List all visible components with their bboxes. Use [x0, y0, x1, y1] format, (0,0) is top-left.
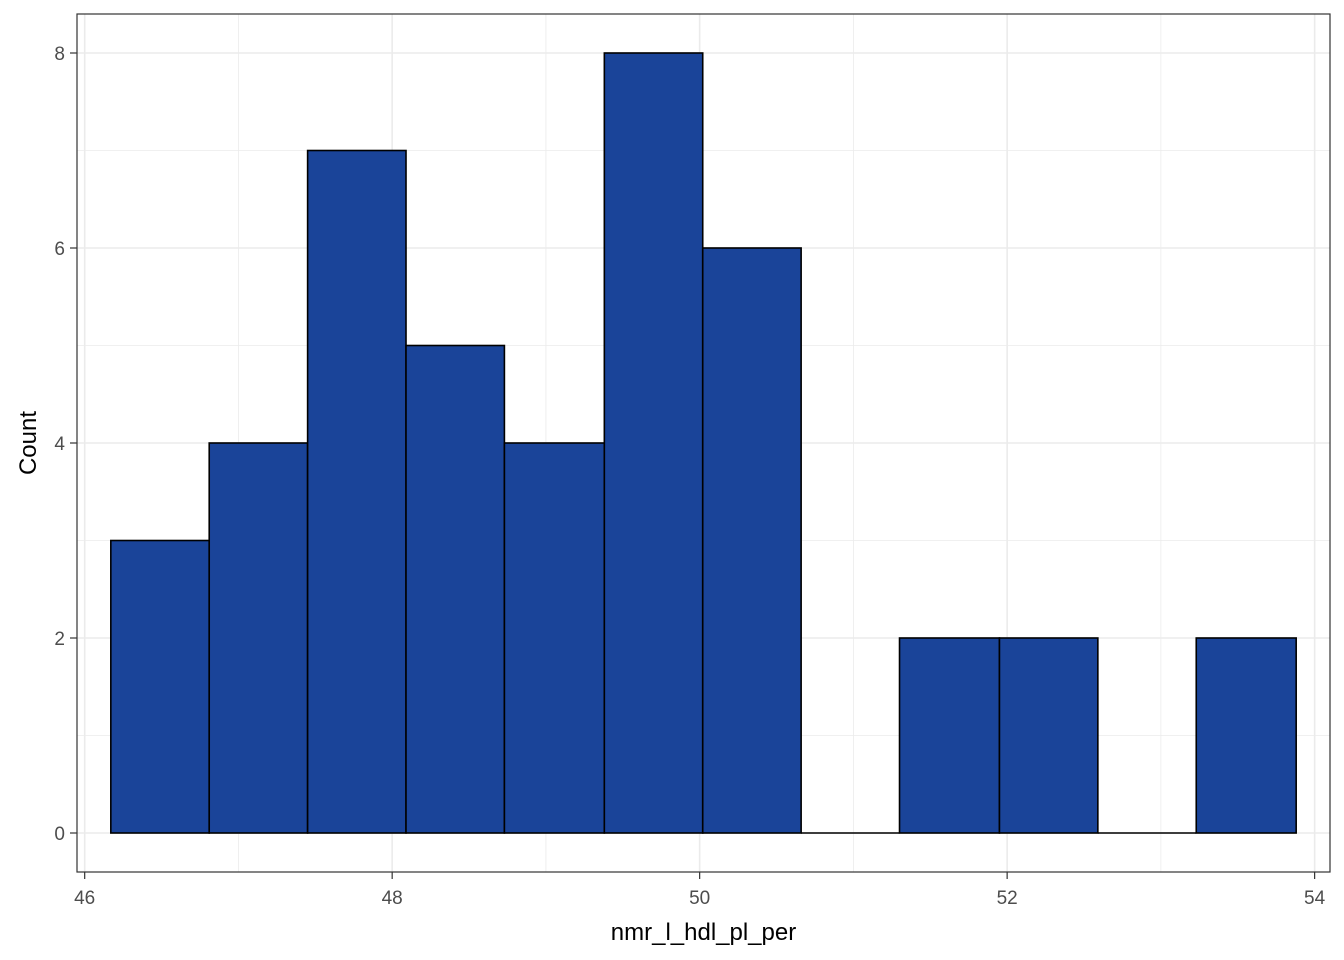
y-tick-label: 0 — [54, 824, 65, 845]
histogram-bar — [405, 344, 506, 834]
histogram-bar — [110, 539, 211, 834]
histogram-bar — [898, 637, 1001, 834]
y-tick-label: 8 — [54, 44, 65, 65]
histogram-bar — [701, 247, 802, 834]
y-axis-ticks: 0 2 4 6 8 — [54, 44, 77, 845]
histogram-bar — [603, 52, 704, 834]
histogram-bar — [998, 637, 1099, 834]
x-axis-ticks: 46 48 50 52 54 — [74, 872, 1326, 909]
histogram-bar — [208, 442, 309, 834]
histogram-bars — [110, 52, 1297, 834]
x-tick-label: 52 — [997, 888, 1018, 909]
x-tick-label: 48 — [382, 888, 403, 909]
x-axis-title: nmr_l_hdl_pl_per — [611, 919, 796, 946]
histogram-bar — [1195, 637, 1297, 834]
y-tick-label: 2 — [54, 629, 65, 650]
x-tick-label: 46 — [74, 888, 95, 909]
y-tick-label: 6 — [54, 239, 65, 260]
histogram-bar — [306, 149, 407, 834]
histogram-bar — [503, 442, 606, 834]
y-tick-label: 4 — [54, 434, 65, 455]
x-tick-label: 50 — [689, 888, 710, 909]
y-axis-title: Count — [15, 411, 42, 475]
x-tick-label: 54 — [1304, 888, 1326, 909]
